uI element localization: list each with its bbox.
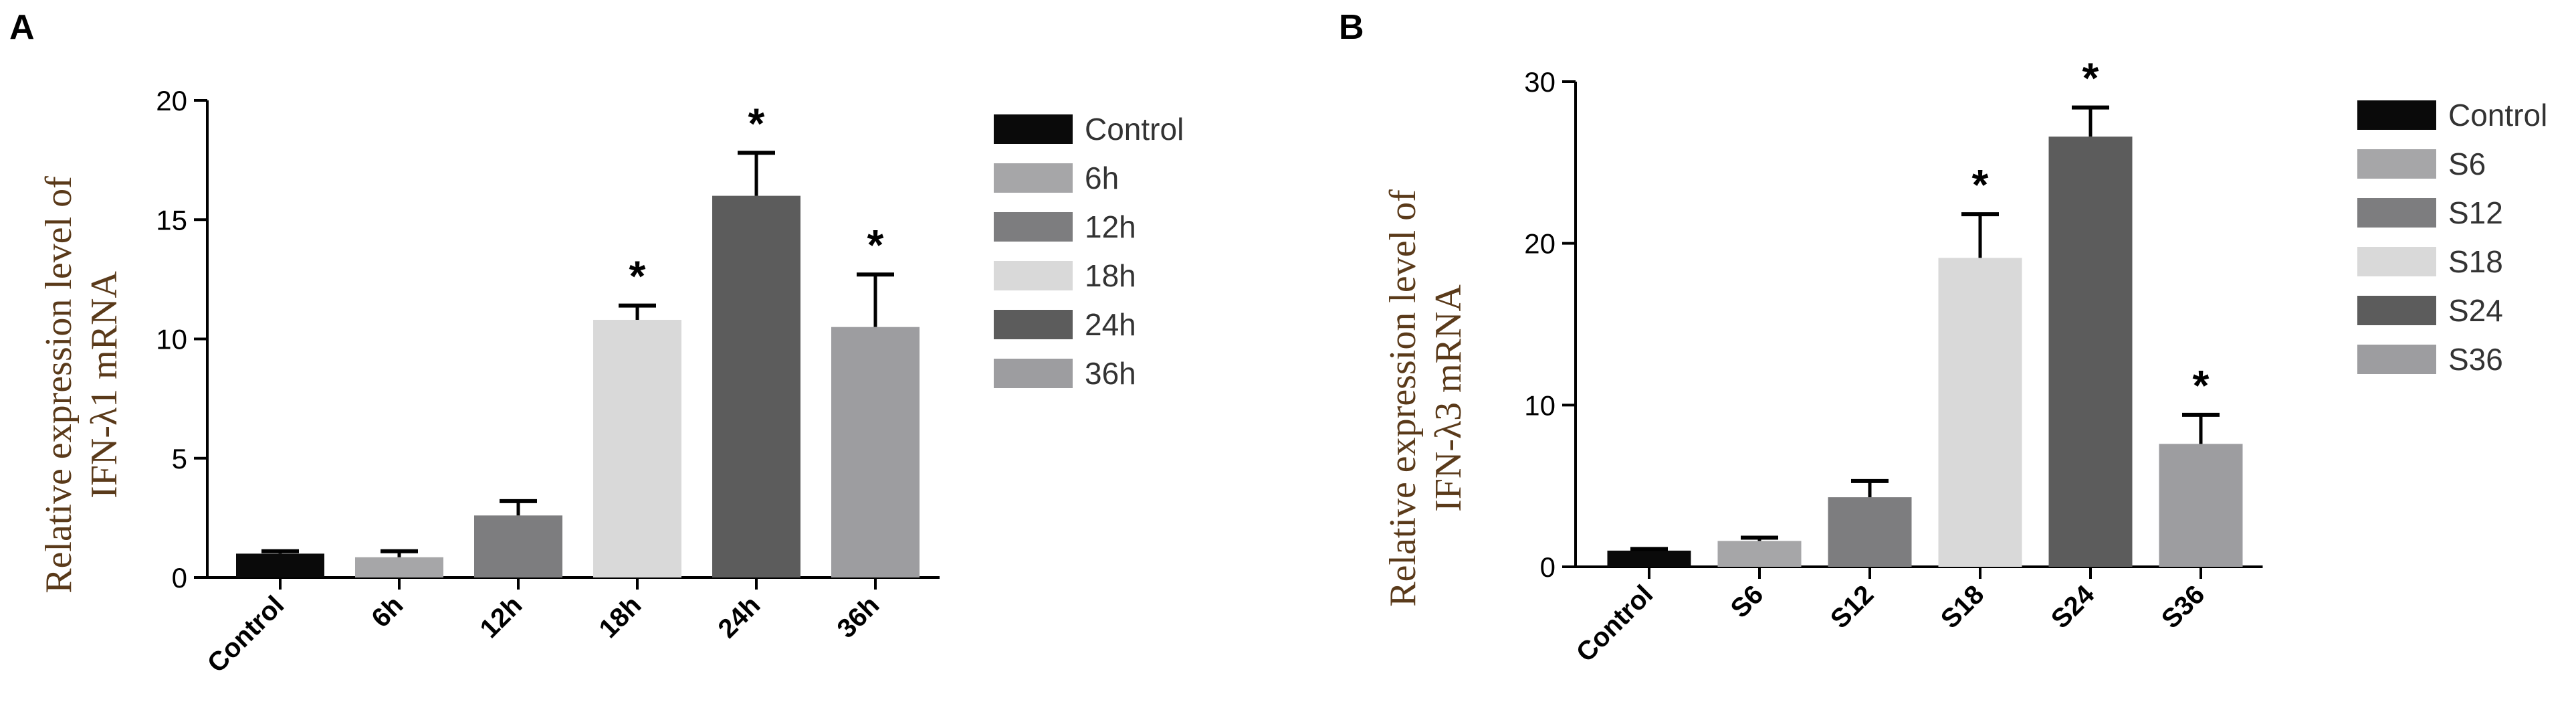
legend-label: S24 xyxy=(2448,293,2503,328)
x-tick-label: 6h xyxy=(366,590,409,633)
bar xyxy=(355,557,443,577)
bar xyxy=(2048,137,2133,567)
legend-label: S36 xyxy=(2448,342,2503,377)
y-tick-label: 10 xyxy=(1524,389,1555,421)
legend-label: S12 xyxy=(2448,195,2503,230)
legend-swatch xyxy=(2357,296,2436,325)
x-tick-label: 18h xyxy=(594,590,647,644)
legend-swatch xyxy=(994,163,1073,193)
bar xyxy=(593,319,681,577)
legend-swatch xyxy=(2357,247,2436,276)
legend-swatch xyxy=(994,310,1073,339)
legend-swatch xyxy=(2357,345,2436,374)
legend-label: 6h xyxy=(1085,161,1119,195)
bar xyxy=(1607,550,1691,567)
panel-label-a: A xyxy=(9,8,35,47)
legend-label: S18 xyxy=(2448,244,2503,279)
bar xyxy=(236,553,324,577)
x-tick-label: S6 xyxy=(1725,580,1769,624)
x-tick-label: 12h xyxy=(475,590,528,644)
y-tick-label: 20 xyxy=(1524,228,1555,260)
panel-label-b: B xyxy=(1339,8,1364,47)
significance-marker: * xyxy=(2193,361,2210,410)
significance-marker: * xyxy=(748,99,765,147)
legend-label: Control xyxy=(2448,98,2547,132)
legend-label: 36h xyxy=(1085,356,1136,391)
legend-swatch xyxy=(2357,149,2436,179)
x-tick-label: S12 xyxy=(1825,580,1879,634)
legend-label: 18h xyxy=(1085,258,1136,293)
legend-label: Control xyxy=(1085,112,1184,147)
bar-chart-a: 0 5 10 15 20 Control 6h 12h * 18h * 24h * 36h Control 6… xyxy=(156,85,1184,679)
x-tick-label: 36h xyxy=(832,590,885,644)
significance-marker: * xyxy=(867,221,884,269)
bar xyxy=(712,195,800,578)
legend-label: S6 xyxy=(2448,147,2486,181)
legend-swatch xyxy=(2357,100,2436,130)
significance-marker: * xyxy=(2082,54,2099,102)
y-tick-label: 10 xyxy=(156,324,187,355)
y-tick-label: 5 xyxy=(172,443,187,474)
y-tick-label: 20 xyxy=(156,85,187,116)
y-axis-label-b-line2: IFN-λ3 mRNA xyxy=(1428,284,1469,512)
bar xyxy=(1828,497,1912,567)
bar xyxy=(2159,444,2243,567)
x-tick-label: Control xyxy=(202,590,290,679)
x-tick-label: S18 xyxy=(1935,580,1990,634)
legend-label: 12h xyxy=(1085,209,1136,244)
legend-swatch xyxy=(2357,198,2436,228)
legend-swatch xyxy=(994,212,1073,242)
bar xyxy=(831,327,920,577)
bar xyxy=(1717,541,1802,567)
y-axis-label-a-line1: Relative expression level of xyxy=(38,176,80,594)
x-tick-label: 24h xyxy=(713,590,766,644)
legend-swatch xyxy=(994,261,1073,290)
bar-chart-b: 0 10 20 30 Control S6 S12 * S18 * S24 * S36 Control S6… xyxy=(1524,54,2547,668)
legend-swatch xyxy=(994,114,1073,144)
significance-marker: * xyxy=(629,252,646,300)
y-axis-label-b-line1: Relative expression level of xyxy=(1382,189,1424,607)
y-tick-label: 30 xyxy=(1524,66,1555,98)
x-tick-label: Control xyxy=(1571,580,1659,668)
legend-label: 24h xyxy=(1085,307,1136,342)
y-tick-label: 15 xyxy=(156,204,187,236)
significance-marker: * xyxy=(1972,161,1989,209)
bar xyxy=(1938,258,2022,567)
y-axis-label-a-line2: IFN-λ1 mRNA xyxy=(84,271,125,499)
y-tick-label: 0 xyxy=(172,562,187,594)
y-tick-label: 0 xyxy=(1540,551,1555,583)
bar xyxy=(474,515,562,577)
x-tick-label: S24 xyxy=(2046,580,2101,634)
x-tick-label: S36 xyxy=(2156,580,2210,634)
legend-swatch xyxy=(994,359,1073,388)
